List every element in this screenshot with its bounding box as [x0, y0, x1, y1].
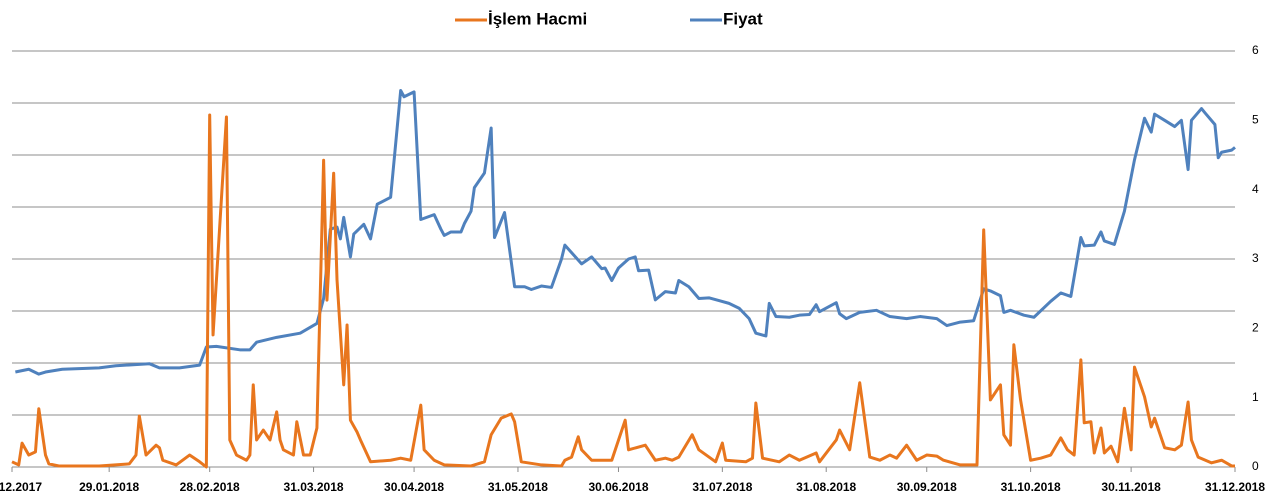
y2-tick-label: 6: [1252, 43, 1259, 57]
x-tick-label: 28.02.2018: [180, 480, 240, 494]
x-tick-label: 31.08.2018: [796, 480, 856, 494]
legend-label: İşlem Hacmi: [488, 9, 587, 28]
series-line: [11, 113, 1235, 469]
x-tick-label: 31.12.2017: [0, 480, 42, 494]
y2-tick-label: 1: [1252, 390, 1259, 404]
y2-tick-label: 2: [1252, 321, 1259, 335]
x-tick-label: 30.11.2018: [1101, 480, 1161, 494]
y2-tick-label: 0: [1252, 459, 1259, 473]
x-tick-label: 31.03.2018: [284, 480, 344, 494]
series-line: [15, 89, 1236, 376]
x-tick-label: 31.07.2018: [692, 480, 752, 494]
x-tick-label: 31.12.2018: [1205, 480, 1265, 494]
x-tick-label: 31.10.2018: [1001, 480, 1061, 494]
y2-tick-label: 3: [1252, 251, 1259, 265]
y2-tick-label: 4: [1252, 182, 1259, 196]
x-tick-label: 29.01.2018: [79, 480, 139, 494]
y2-tick-label: 5: [1252, 113, 1259, 127]
x-tick-label: 31.05.2018: [488, 480, 548, 494]
x-tick-label: 30.04.2018: [384, 480, 444, 494]
x-tick-label: 30.06.2018: [588, 480, 648, 494]
legend-label: Fiyat: [723, 9, 763, 28]
x-tick-label: 30.09.2018: [897, 480, 957, 494]
